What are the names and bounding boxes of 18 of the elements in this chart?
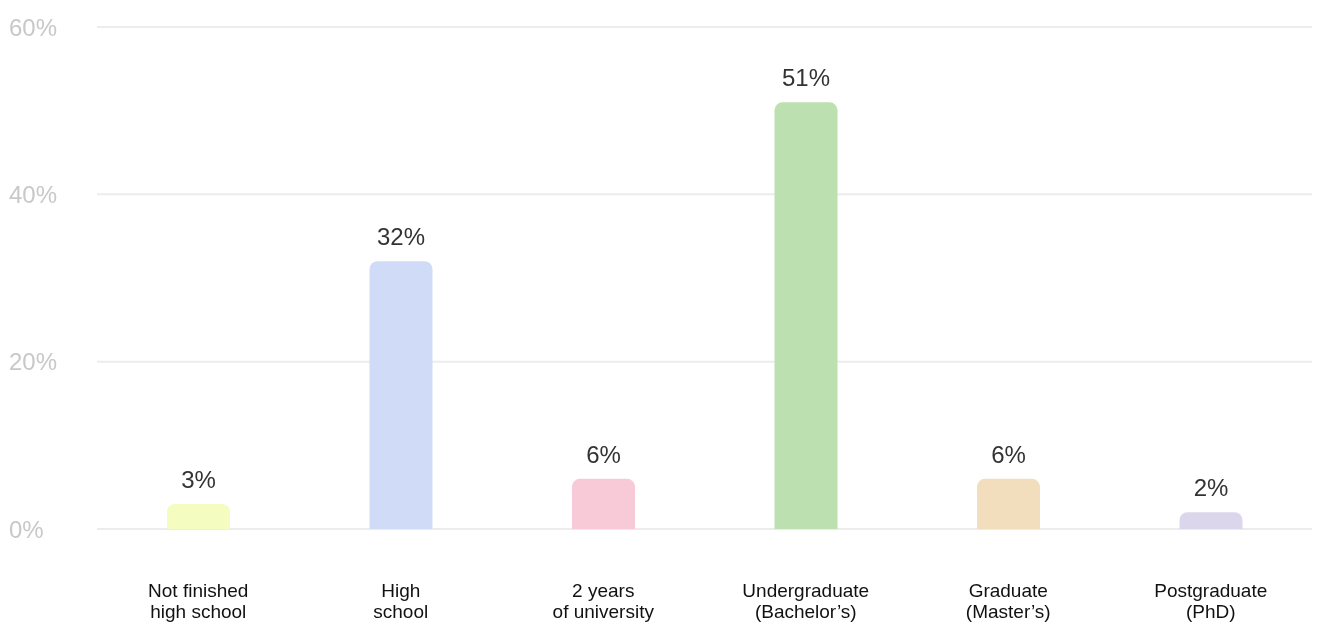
bar [774,102,838,529]
x-tick-label: Postgraduate (PhD) [1154,580,1268,622]
bar [572,478,635,529]
bar [1179,512,1243,529]
x-tick-label: 2 years of university [552,580,655,622]
data-label: 32% [376,223,426,251]
bar [369,261,433,529]
x-tick-label: High school [373,580,429,622]
data-label: 6% [991,440,1026,468]
data-label: 2% [1193,474,1229,502]
data-label: 6% [586,440,621,468]
data-label: 3% [181,465,216,493]
bar [977,478,1040,529]
x-tick-label: Undergraduate (Bachelor’s) [742,580,870,622]
x-tick-label: Not finished high school [148,580,249,622]
x-tick-label: Graduate (Master’s) [965,580,1051,622]
bar [167,503,230,529]
data-label: 51% [781,64,831,92]
